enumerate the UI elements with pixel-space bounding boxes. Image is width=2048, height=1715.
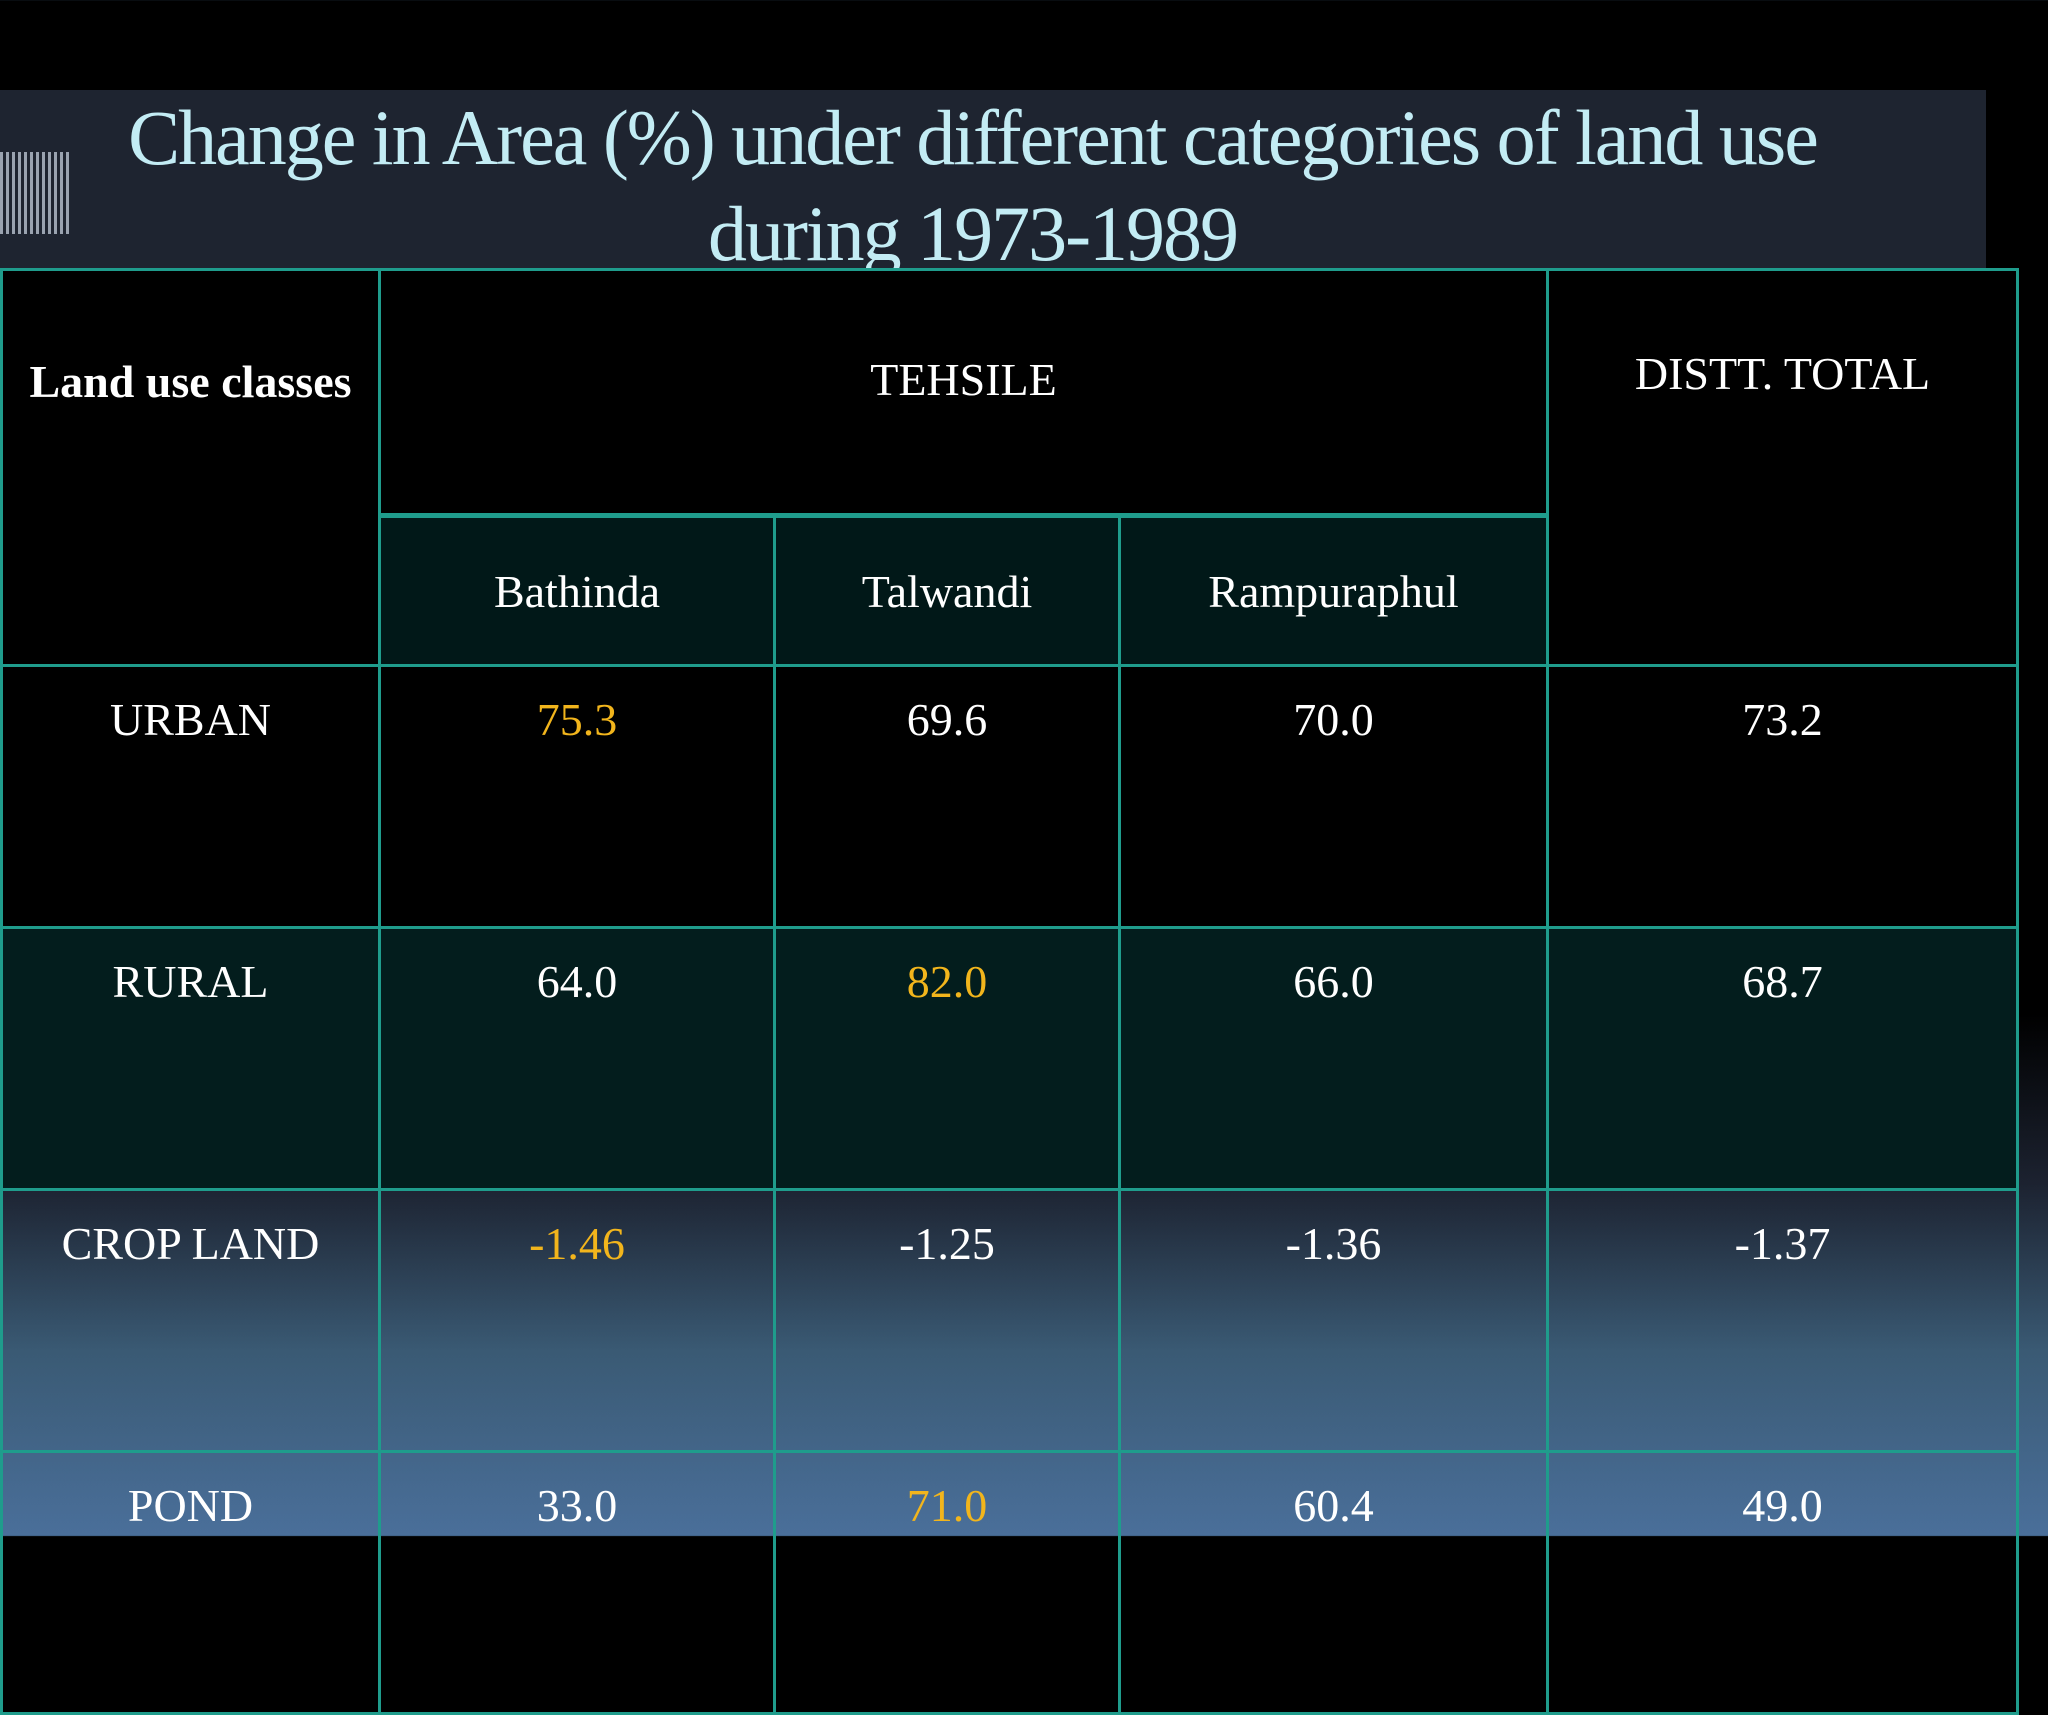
table-cell: -1.36	[1118, 1188, 1549, 1453]
table-cell: 69.6	[773, 664, 1121, 929]
table-cell: 75.3	[378, 664, 776, 929]
table-cell: 70.0	[1118, 664, 1549, 929]
row-label: URBAN	[0, 664, 381, 929]
tehsile-header: TEHSILE	[378, 268, 1549, 517]
title-band	[0, 90, 1986, 288]
table-row: CROP LAND -1.46 -1.25 -1.36 -1.37	[0, 1188, 2019, 1453]
distt-total-header: DISTT. TOTAL	[1546, 268, 2019, 667]
land-use-table: Land use classes TEHSILE DISTT. TOTAL Ba…	[0, 268, 2019, 1715]
land-use-classes-header: Land use classes	[0, 268, 381, 667]
total-cell: -1.37	[1546, 1188, 2019, 1453]
table-cell: 82.0	[773, 926, 1121, 1191]
title-line-1: Change in Area (%) under different categ…	[128, 94, 1819, 181]
total-cell: 49.0	[1546, 1450, 2019, 1715]
column-header-bathinda: Bathinda	[378, 513, 776, 667]
row-label: RURAL	[0, 926, 381, 1191]
total-cell: 68.7	[1546, 926, 2019, 1191]
table-cell: -1.46	[378, 1188, 776, 1453]
table-row: RURAL 64.0 82.0 66.0 68.7	[0, 926, 2019, 1191]
barcode-decoration	[0, 152, 72, 234]
column-header-rampuraphul: Rampuraphul	[1118, 513, 1549, 667]
row-label: CROP LAND	[0, 1188, 381, 1453]
header-row-1: Land use classes TEHSILE DISTT. TOTAL	[0, 268, 2019, 667]
table-cell: 60.4	[1118, 1450, 1549, 1715]
table-cell: 33.0	[378, 1450, 776, 1715]
table-row: POND 33.0 71.0 60.4 49.0	[0, 1450, 2019, 1715]
slide-title: Change in Area (%) under different categ…	[70, 90, 1875, 282]
row-label: POND	[0, 1450, 381, 1715]
title-line-2: during 1973-1989	[707, 190, 1239, 277]
table-cell: 64.0	[378, 926, 776, 1191]
table-cell: 66.0	[1118, 926, 1549, 1191]
table-cell: -1.25	[773, 1188, 1121, 1453]
table-cell: 71.0	[773, 1450, 1121, 1715]
total-cell: 73.2	[1546, 664, 2019, 929]
header-row-2: Bathinda Talwandi Rampuraphul	[2, 513, 2018, 667]
column-header-talwandi: Talwandi	[773, 513, 1121, 667]
table-row: URBAN 75.3 69.6 70.0 73.2	[0, 664, 2019, 929]
